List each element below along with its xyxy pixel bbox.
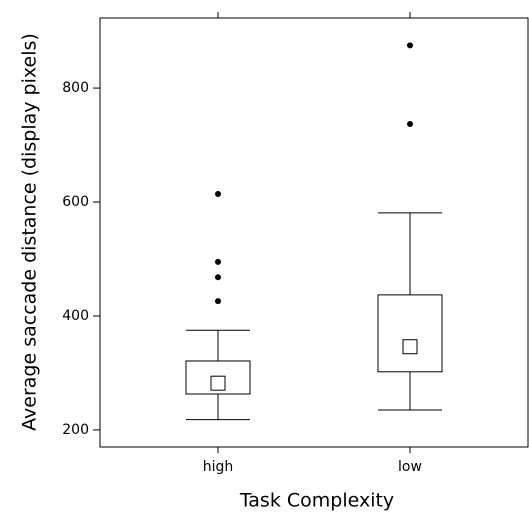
outlier	[215, 191, 221, 198]
y-axis-title: Average saccade distance (display pixels…	[19, 33, 41, 431]
median	[210, 375, 226, 391]
y-tick-label: 600	[62, 194, 89, 210]
y-tick-label: 800	[62, 80, 89, 96]
x-tick-label: high	[203, 459, 234, 475]
box	[377, 294, 443, 373]
plot-frame	[99, 17, 529, 448]
x-axis-title: Task Complexity	[239, 490, 394, 512]
y-tick-label: 400	[62, 308, 89, 324]
outlier	[215, 298, 221, 305]
y-tick-label: 200	[62, 422, 89, 438]
outlier	[407, 120, 413, 127]
box	[185, 360, 251, 395]
outlier	[407, 42, 413, 49]
median	[402, 339, 418, 355]
outlier	[215, 258, 221, 265]
x-tick-label: low	[398, 459, 422, 475]
outlier	[215, 274, 221, 281]
